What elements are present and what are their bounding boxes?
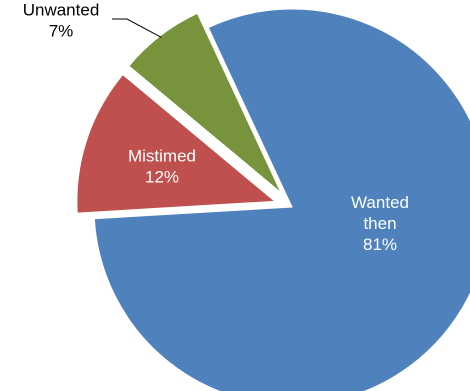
- slice-label-wanted-then: Wanted then 81%: [351, 193, 409, 254]
- pie-slice-mistimed: [76, 73, 277, 214]
- leader-line-unwanted: [112, 18, 162, 38]
- pie-slice-unwanted: [128, 12, 282, 194]
- slice-label-unwanted: Unwanted 7%: [23, 1, 100, 41]
- slice-label-mistimed: Mistimed 12%: [128, 147, 196, 187]
- pie-slice-wanted-then: [93, 8, 470, 391]
